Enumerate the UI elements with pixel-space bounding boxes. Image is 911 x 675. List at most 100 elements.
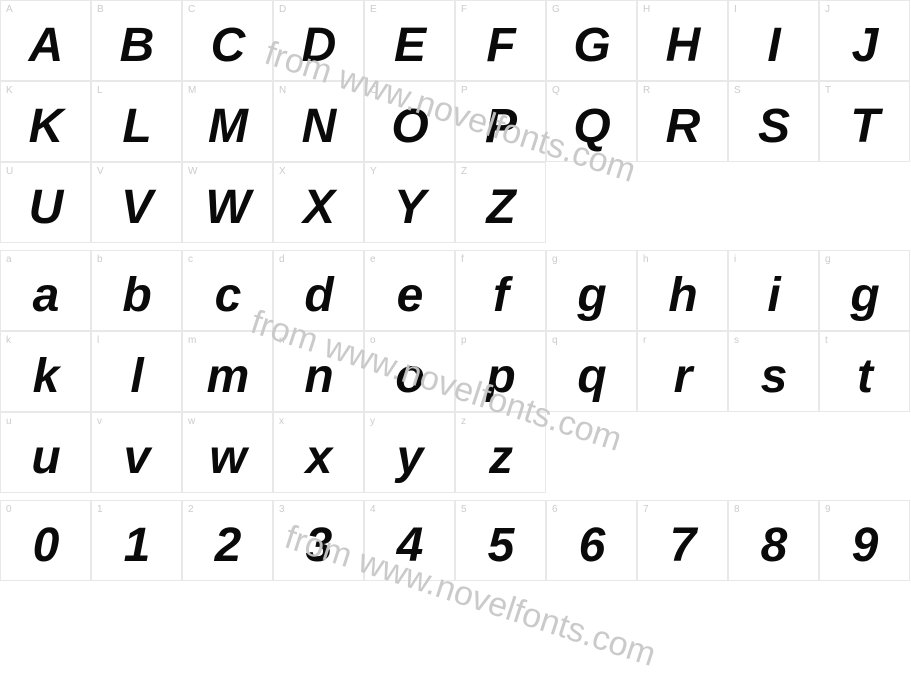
glyph-key-label: q: [552, 335, 558, 346]
glyph-cell: 33: [273, 500, 364, 581]
glyph-key-label: y: [370, 416, 375, 427]
glyph-cell: YY: [364, 162, 455, 243]
glyph-display: i: [767, 267, 779, 322]
glyph-key-label: P: [461, 85, 468, 96]
glyph-display: Q: [573, 98, 609, 153]
glyph-display: S: [758, 98, 789, 153]
glyph-display: p: [486, 348, 514, 403]
glyph-cell: BB: [91, 0, 182, 81]
glyph-key-label: 5: [461, 504, 467, 515]
glyph-cell: ii: [728, 250, 819, 331]
glyph-key-label: 0: [6, 504, 12, 515]
glyph-key-label: U: [6, 166, 13, 177]
glyph-display: 1: [124, 517, 150, 572]
glyph-cell: gg: [819, 250, 910, 331]
glyph-cell: JJ: [819, 0, 910, 81]
glyph-cell: 99: [819, 500, 910, 581]
glyph-cell: 88: [728, 500, 819, 581]
glyph-cell: ee: [364, 250, 455, 331]
glyph-cell: FF: [455, 0, 546, 81]
glyph-row: 00112233445566778899: [0, 500, 911, 581]
glyph-cell: OO: [364, 81, 455, 162]
glyph-display: u: [31, 429, 59, 484]
glyph-display: Y: [394, 179, 425, 234]
glyph-key-label: O: [370, 85, 378, 96]
glyph-cell: nn: [273, 331, 364, 412]
glyph-key-label: I: [734, 4, 737, 15]
glyph-cell: RR: [637, 81, 728, 162]
glyph-display: E: [394, 17, 425, 72]
glyph-cell: 66: [546, 500, 637, 581]
glyph-display: o: [395, 348, 423, 403]
glyph-cell: dd: [273, 250, 364, 331]
glyph-display: z: [489, 429, 512, 484]
glyph-key-label: k: [6, 335, 11, 346]
glyph-cell: ll: [91, 331, 182, 412]
glyph-display: f: [493, 267, 508, 322]
glyph-display: t: [857, 348, 872, 403]
glyph-display: q: [577, 348, 605, 403]
glyph-display: g: [577, 267, 605, 322]
glyph-key-label: l: [97, 335, 99, 346]
glyph-row: kkllmmnnooppqqrrsstt: [0, 331, 911, 412]
glyph-display: y: [397, 429, 423, 484]
glyph-key-label: N: [279, 85, 286, 96]
glyph-key-label: X: [279, 166, 286, 177]
glyph-display: X: [303, 179, 334, 234]
glyph-key-label: m: [188, 335, 196, 346]
glyph-key-label: s: [734, 335, 739, 346]
glyph-cell: GG: [546, 0, 637, 81]
glyph-row: AABBCCDDEEFFGGHHIIJJ: [0, 0, 911, 81]
glyph-display: J: [852, 17, 878, 72]
glyph-key-label: r: [643, 335, 646, 346]
glyph-key-label: 7: [643, 504, 649, 515]
glyph-display: h: [668, 267, 696, 322]
glyph-cell: kk: [0, 331, 91, 412]
glyph-key-label: b: [97, 254, 103, 265]
glyph-cell: zz: [455, 412, 546, 493]
glyph-cell: bb: [91, 250, 182, 331]
glyph-key-label: B: [97, 4, 104, 15]
glyph-cell: HH: [637, 0, 728, 81]
glyph-key-label: 6: [552, 504, 558, 515]
glyph-cell: xx: [273, 412, 364, 493]
glyph-display: L: [122, 98, 150, 153]
glyph-display: 7: [670, 517, 696, 572]
glyph-display: 6: [579, 517, 605, 572]
glyph-display: r: [674, 348, 692, 403]
glyph-cell: 55: [455, 500, 546, 581]
glyph-cell: MM: [182, 81, 273, 162]
glyph-display: c: [215, 267, 241, 322]
glyph-key-label: a: [6, 254, 12, 265]
font-character-grid: AABBCCDDEEFFGGHHIIJJKKLLMMNNOOPPQQRRSSTT…: [0, 0, 911, 581]
glyph-cell: rr: [637, 331, 728, 412]
glyph-key-label: S: [734, 85, 741, 96]
glyph-key-label: h: [643, 254, 649, 265]
glyph-display: R: [666, 98, 700, 153]
glyph-cell: qq: [546, 331, 637, 412]
glyph-key-label: x: [279, 416, 284, 427]
glyph-key-label: H: [643, 4, 650, 15]
glyph-display: n: [304, 348, 332, 403]
glyph-key-label: Y: [370, 166, 377, 177]
glyph-key-label: c: [188, 254, 193, 265]
glyph-cell: hh: [637, 250, 728, 331]
glyph-cell: tt: [819, 331, 910, 412]
glyph-key-label: Z: [461, 166, 467, 177]
glyph-cell: 77: [637, 500, 728, 581]
glyph-display: Z: [486, 179, 514, 234]
glyph-key-label: F: [461, 4, 467, 15]
glyph-cell: XX: [273, 162, 364, 243]
glyph-display: C: [211, 17, 245, 72]
glyph-cell: aa: [0, 250, 91, 331]
glyph-cell: UU: [0, 162, 91, 243]
glyph-display: M: [208, 98, 247, 153]
glyph-key-label: z: [461, 416, 466, 427]
glyph-display: m: [207, 348, 249, 403]
section-gap: [0, 243, 911, 250]
glyph-display: O: [391, 98, 427, 153]
glyph-display: T: [850, 98, 878, 153]
glyph-key-label: Q: [552, 85, 560, 96]
glyph-cell: 11: [91, 500, 182, 581]
glyph-key-label: D: [279, 4, 286, 15]
